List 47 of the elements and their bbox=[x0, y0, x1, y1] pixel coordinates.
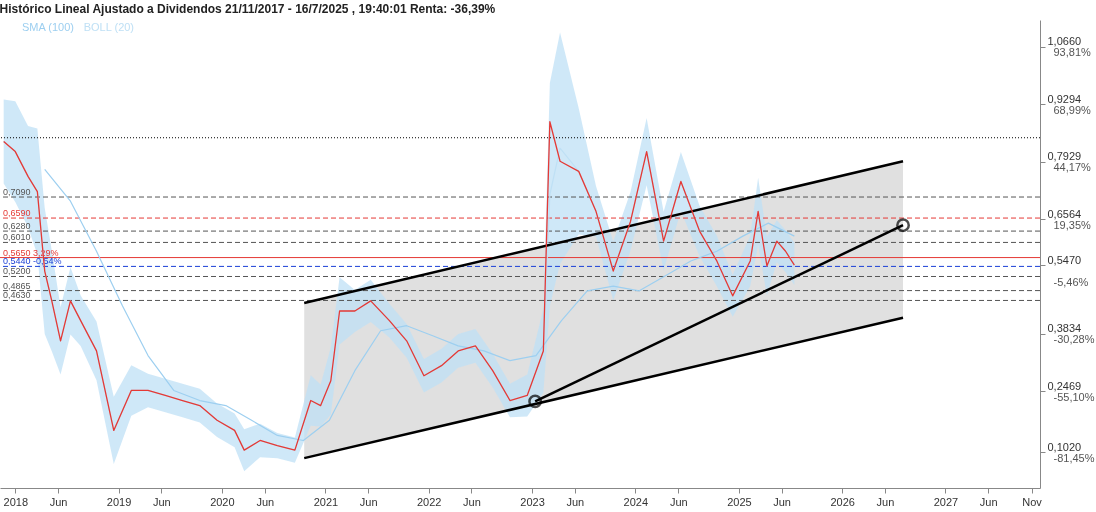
y-tick-label: 0,5470 bbox=[1047, 253, 1082, 266]
y-tick-label: 1,0660 bbox=[1047, 35, 1082, 48]
y-tick-label: 0,3834 bbox=[1047, 322, 1082, 335]
x-tick-label: Nov bbox=[1022, 495, 1043, 508]
x-tick-label: 2020 bbox=[210, 495, 235, 508]
ref-line-label: 0,6010 bbox=[3, 232, 31, 243]
y2-tick-label: -5,46% bbox=[1053, 276, 1089, 288]
y2-tick-label: 44,17% bbox=[1053, 161, 1092, 174]
x-tick-label: 2021 bbox=[313, 495, 339, 508]
y2-tick-label: -81,45% bbox=[1053, 451, 1095, 464]
y-tick-label: 0,1020 bbox=[1047, 440, 1082, 453]
y2-tick-label: 68,99% bbox=[1053, 103, 1092, 116]
x-tick-label: Jun bbox=[566, 495, 585, 508]
x-tick-label: 2018 bbox=[3, 495, 29, 508]
x-tick-label: 2022 bbox=[416, 495, 442, 508]
x-tick-label: Jun bbox=[152, 495, 171, 508]
x-tick-label: 2026 bbox=[830, 495, 855, 508]
ref-line-label: 0,6280 bbox=[3, 221, 31, 232]
y2-tick-label: -30,28% bbox=[1053, 333, 1095, 346]
y-tick-label: 0,6564 bbox=[1047, 207, 1082, 220]
y2-tick-label: -55,10% bbox=[1053, 390, 1095, 403]
x-tick-label: 2025 bbox=[727, 495, 752, 508]
ref-line-label: 0,7090 bbox=[3, 187, 31, 198]
x-tick-label: 2024 bbox=[623, 495, 649, 508]
x-tick-label: Jun bbox=[876, 495, 895, 508]
ref-line-label: 0,4865 bbox=[3, 280, 31, 291]
ref-line-label: 0,4630 bbox=[3, 290, 31, 301]
x-tick-label: Jun bbox=[49, 495, 68, 508]
x-tick-label: Jun bbox=[669, 495, 688, 508]
x-tick-label: Jun bbox=[773, 495, 791, 508]
x-tick-label: Jun bbox=[463, 495, 481, 508]
y2-tick-label: 93,81% bbox=[1053, 46, 1092, 59]
x-tick-label: Jun bbox=[256, 495, 275, 508]
x-tick-label: Jun bbox=[359, 495, 378, 508]
y2-tick-label: 19,35% bbox=[1053, 218, 1092, 231]
x-tick-label: 2027 bbox=[933, 495, 959, 508]
x-tick-label: 2019 bbox=[106, 495, 132, 508]
x-tick-label: Jun bbox=[979, 495, 998, 508]
y-tick-label: 0,9294 bbox=[1047, 92, 1082, 105]
y-tick-label: 0,7929 bbox=[1047, 150, 1082, 163]
text: SMA (100) bbox=[22, 21, 74, 33]
ref-line-label: 0,6590 bbox=[3, 208, 31, 219]
ref-line-label: 0,5200 bbox=[3, 266, 31, 277]
text: BOLL (20) bbox=[83, 21, 135, 33]
x-tick-label: 2023 bbox=[520, 495, 545, 508]
chart-title: Histórico Lineal Ajustado a Dividendos 21/11/2017 - 16/7/2025 , 19:40:01 Renta: -36,39% bbox=[0, 2, 496, 16]
y-tick-label: 0,2469 bbox=[1047, 379, 1082, 392]
